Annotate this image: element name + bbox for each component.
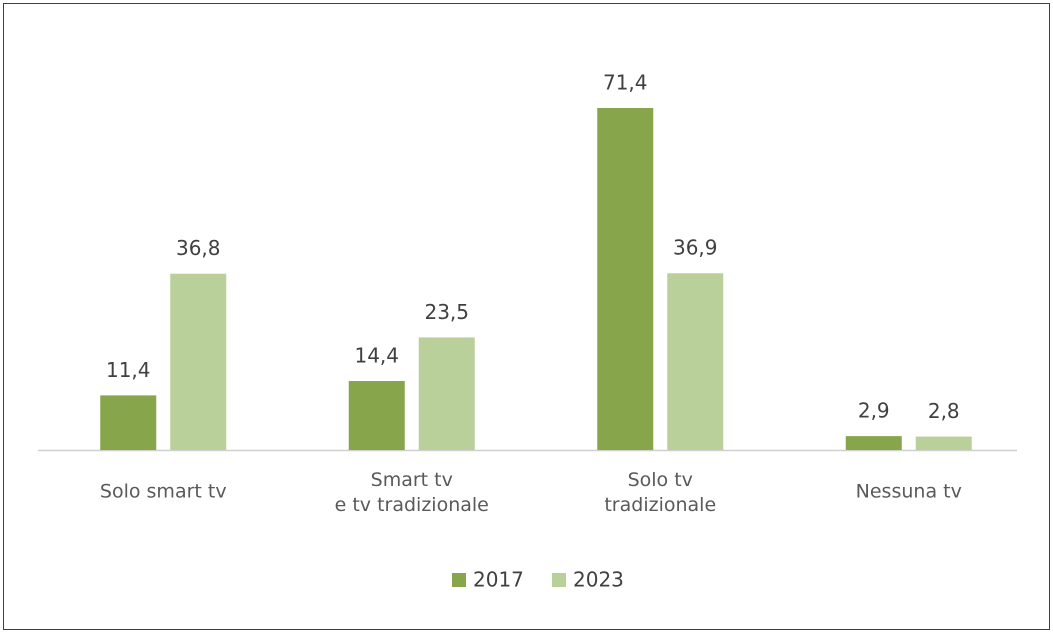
x-tick-label: Smart tv e tv tradizionale — [335, 469, 489, 516]
legend-label: 2017 — [473, 568, 524, 592]
bar — [418, 337, 475, 450]
x-tick-label: Solo smart tv — [100, 481, 227, 503]
bar — [667, 273, 724, 450]
data-label: 11,4 — [106, 358, 151, 382]
legend-label: 2023 — [573, 568, 624, 592]
frame — [3, 3, 1050, 630]
legend-swatch — [452, 573, 466, 587]
data-label: 23,5 — [424, 300, 469, 324]
bar — [100, 395, 157, 450]
data-label: 36,9 — [673, 236, 718, 260]
bar — [845, 436, 902, 450]
x-tick-label: Nessuna tv — [856, 481, 962, 503]
bar — [915, 436, 972, 450]
data-label: 71,4 — [603, 70, 648, 94]
legend-swatch — [552, 573, 566, 587]
bar — [597, 107, 654, 450]
x-tick-label: Solo tv tradizionale — [604, 469, 716, 516]
bar — [170, 273, 227, 450]
data-label: 36,8 — [176, 236, 221, 260]
data-label: 2,9 — [858, 399, 890, 423]
data-label: 2,8 — [928, 399, 960, 423]
bar — [348, 381, 405, 450]
data-label: 14,4 — [354, 344, 399, 368]
